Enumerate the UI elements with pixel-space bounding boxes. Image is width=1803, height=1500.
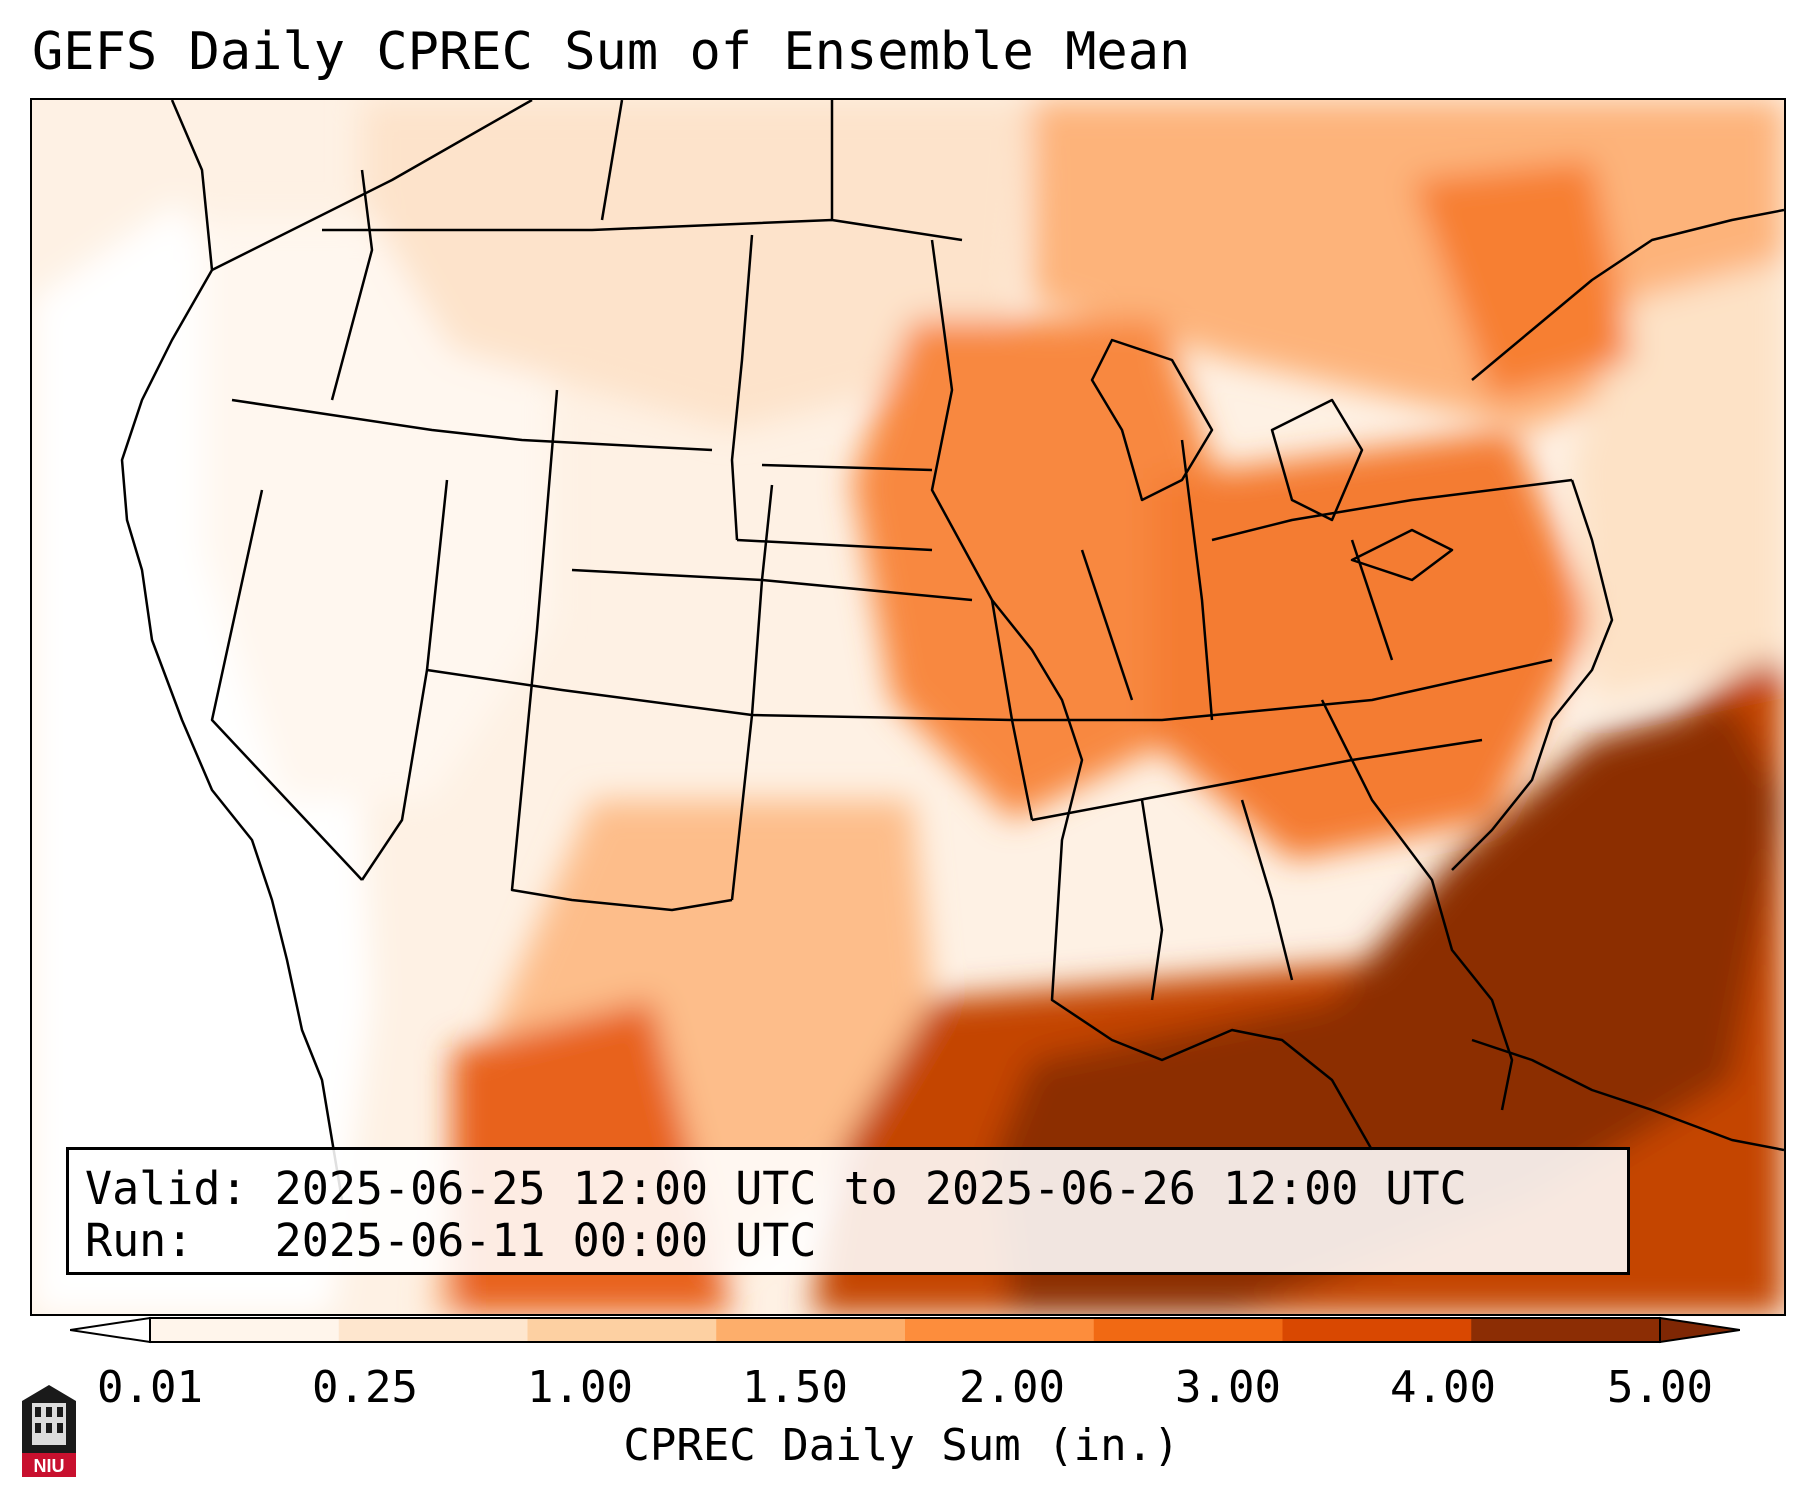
niu-logo-text: NIU <box>34 1456 65 1476</box>
colorbar <box>70 1316 1740 1344</box>
tick-label-0: 0.01 <box>97 1362 203 1413</box>
colorbar-segment-1 <box>338 1318 528 1342</box>
colorbar-segment-7 <box>1471 1318 1661 1342</box>
precip-field <box>32 100 1784 1314</box>
niu-logo: NIU <box>22 1385 76 1477</box>
run-time-text: Run: 2025-06-11 00:00 UTC <box>85 1214 817 1267</box>
colorbar-segment-4 <box>905 1318 1095 1342</box>
boundary-lines <box>120 100 1784 1201</box>
tick-label-3: 1.50 <box>742 1362 848 1413</box>
valid-run-box: Valid: 2025-06-25 12:00 UTC to 2025-06-2… <box>66 1147 1630 1275</box>
tick-label-5: 3.00 <box>1175 1362 1281 1413</box>
tick-label-2: 1.00 <box>527 1362 633 1413</box>
precipitation-map[interactable] <box>30 98 1786 1316</box>
colorbar-segment-0 <box>150 1318 340 1342</box>
colorbar-segment-6 <box>1282 1318 1472 1342</box>
valid-time-text: Valid: 2025-06-25 12:00 UTC to 2025-06-2… <box>85 1162 1467 1215</box>
colorbar-segment-3 <box>716 1318 906 1342</box>
colorbar-label: CPREC Daily Sum (in.) <box>623 1420 1180 1471</box>
colorbar-segments <box>149 1317 1661 1343</box>
map-title: GEFS Daily CPREC Sum of Ensemble Mean <box>32 22 1191 82</box>
tick-label-1: 0.25 <box>312 1362 418 1413</box>
colorbar-over-arrow <box>1659 1316 1740 1344</box>
colorbar-segment-5 <box>1093 1318 1283 1342</box>
colorbar-under-arrow <box>70 1316 151 1344</box>
tick-label-7: 5.00 <box>1607 1362 1713 1413</box>
tick-label-6: 4.00 <box>1390 1362 1496 1413</box>
colorbar-segment-2 <box>527 1318 717 1342</box>
tick-label-4: 2.00 <box>959 1362 1065 1413</box>
